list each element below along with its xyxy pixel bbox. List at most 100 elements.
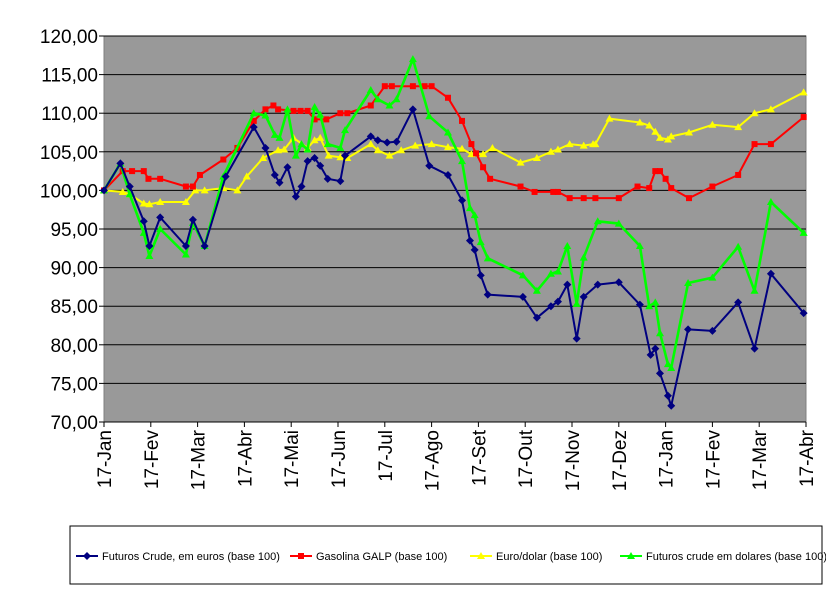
crude-euros-point xyxy=(373,136,382,145)
crude-dolares-point xyxy=(553,267,562,275)
crude-dolares-point xyxy=(425,112,434,120)
crude-euros-point xyxy=(651,344,660,353)
euro-dolar-point xyxy=(591,140,600,148)
gasolina-galp-point xyxy=(554,188,561,195)
euro-dolar-point xyxy=(734,123,743,131)
crude-euros-point xyxy=(249,123,258,132)
crude-euros-point xyxy=(425,161,434,170)
legend-box xyxy=(69,525,823,585)
euro-dolar-point xyxy=(685,128,693,136)
euro-dolar-point xyxy=(336,153,345,161)
legend: Futuros Crude, em euros (base 100) Gasoli… xyxy=(76,551,826,563)
legend-euro-dolar-point xyxy=(477,552,485,559)
crude-dolares-point xyxy=(156,225,165,232)
crude-dolares-point xyxy=(572,299,581,307)
crude-euros-point xyxy=(635,300,644,309)
crude-dolares-point xyxy=(341,126,350,134)
crude-dolares-point xyxy=(310,103,319,111)
crude-euros-point xyxy=(392,137,401,146)
euro-dolar-point xyxy=(373,146,382,154)
crude-euros-point xyxy=(465,236,474,245)
gasolina-galp-point xyxy=(270,102,277,109)
crude-dolares-point xyxy=(408,55,417,63)
euro-dolar-point xyxy=(411,141,420,149)
crude-dolares-point xyxy=(303,145,312,153)
crude-euros-point xyxy=(156,213,165,222)
crude-euros-point xyxy=(145,241,154,250)
crude-dolares-point xyxy=(750,286,759,294)
legend-label: Euro/dolar (base 100) xyxy=(496,551,602,563)
gasolina-galp-point xyxy=(662,175,669,182)
legend-item-crude-euros: Futuros Crude, em euros (base 100) xyxy=(76,551,280,563)
crude-dolares-point xyxy=(635,241,644,249)
crude-dolares-point xyxy=(291,151,300,159)
gasolina-galp-point xyxy=(297,107,304,114)
euro-dolar-point xyxy=(605,114,614,122)
euro-dolar-point xyxy=(259,153,268,161)
crude-euros-point xyxy=(708,326,717,335)
crude-euros-point xyxy=(614,278,623,287)
crude-euros-point xyxy=(116,159,125,168)
gasolina-galp-point xyxy=(517,183,524,190)
crude-euros-point xyxy=(316,161,325,170)
euro-dolar-point xyxy=(546,147,555,155)
gasolina-galp-point xyxy=(459,117,466,124)
crude-dolares-point xyxy=(275,133,284,141)
crude-euros-point xyxy=(646,350,655,359)
crude-euros-point xyxy=(291,192,300,201)
euro-dolar-point xyxy=(316,133,325,141)
crude-dolares-point xyxy=(392,95,401,103)
y-tick-label: 85,00 xyxy=(50,297,98,318)
euro-dolar-point xyxy=(443,143,452,151)
gasolina-galp-point xyxy=(767,141,774,148)
crude-dolares-point xyxy=(270,130,279,138)
crude-euros-point xyxy=(200,241,209,250)
gasolina-galp-point xyxy=(157,175,164,182)
x-tick-label: 17-Dez xyxy=(610,430,631,491)
euro-dolar-point xyxy=(516,158,525,166)
crude-dolares-point xyxy=(465,204,474,212)
gasolina-galp-point xyxy=(652,168,659,175)
gasolina-galp-point xyxy=(566,195,573,202)
gasolina-galp-point xyxy=(311,116,318,123)
crude-dolares-point xyxy=(283,105,292,113)
gasolina-galp-point xyxy=(304,107,311,114)
euro-dolar-point xyxy=(366,140,375,148)
gasolina-galp-point xyxy=(421,83,428,90)
euro-dolar-point xyxy=(766,105,775,113)
crude-dolares-point xyxy=(373,95,382,103)
crude-euros-point xyxy=(553,297,562,306)
crude-euros-point xyxy=(188,215,197,224)
crude-dolares-point xyxy=(614,219,623,227)
crude-dolares-point xyxy=(316,110,325,118)
euro-dolar-point xyxy=(750,109,759,117)
crude-dolares-point xyxy=(546,269,555,277)
crude-euros-point xyxy=(310,153,319,162)
crude-dolares-point xyxy=(651,298,660,306)
gasolina-galp-point xyxy=(182,183,189,190)
crude-dolares-point xyxy=(181,250,190,258)
gasolina-galp-point xyxy=(550,188,557,195)
euro-dolar-point xyxy=(233,186,242,194)
crude-dolares-point xyxy=(470,211,479,219)
crude-euros-point xyxy=(476,271,485,280)
euro-dolar-point xyxy=(645,121,654,129)
crude-euros-point xyxy=(336,177,345,186)
series-group xyxy=(100,55,808,410)
crude-euros-point xyxy=(125,182,134,191)
euro-dolar-point xyxy=(667,132,676,140)
euro-dolar-point xyxy=(156,197,165,205)
euro-dolar-point xyxy=(655,133,664,141)
crude-dolares-point xyxy=(458,157,467,165)
euro-dolar-point xyxy=(139,199,148,207)
euro-dolar-point xyxy=(532,153,541,161)
crude-dolares-point xyxy=(684,279,693,287)
legend-crude-euros-point xyxy=(83,552,91,560)
euro-dolar-point xyxy=(280,145,289,153)
crude-euros-point xyxy=(303,157,312,166)
x-tick-label: 17-Jun xyxy=(329,430,350,488)
euro-dolar-point xyxy=(242,172,251,180)
crude-euros-point xyxy=(734,298,743,307)
gasolina-galp-point xyxy=(275,106,282,113)
y-tick-label: 90,00 xyxy=(50,259,98,280)
